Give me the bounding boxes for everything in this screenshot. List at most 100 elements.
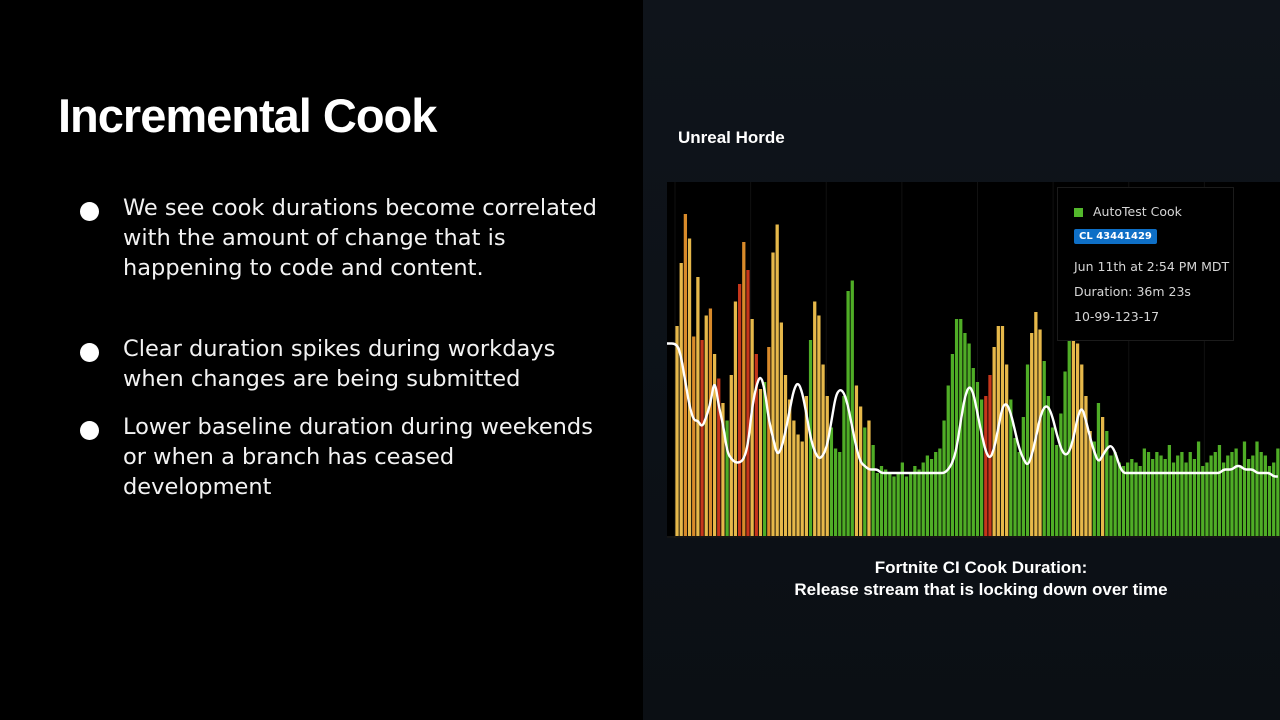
chart-bar[interactable]: [1075, 343, 1080, 537]
chart-bar[interactable]: [1184, 462, 1188, 537]
chart-bar[interactable]: [1213, 452, 1217, 536]
chart-bar[interactable]: [934, 452, 938, 536]
chart-bar[interactable]: [1009, 399, 1013, 537]
chart-bar[interactable]: [1267, 466, 1272, 536]
chart-bar[interactable]: [813, 301, 817, 537]
chart-bar[interactable]: [1038, 329, 1042, 537]
chart-bar[interactable]: [971, 368, 975, 536]
chart-bar[interactable]: [742, 242, 746, 536]
chart-bar[interactable]: [1067, 333, 1071, 536]
chart-bar[interactable]: [967, 343, 971, 537]
chart-bar[interactable]: [717, 378, 721, 537]
chart-bar[interactable]: [1171, 462, 1176, 537]
chart-bar[interactable]: [842, 396, 846, 536]
chart-bar[interactable]: [1234, 448, 1238, 537]
chart-bar[interactable]: [708, 308, 713, 537]
chart-bar[interactable]: [1042, 361, 1046, 536]
chart-bar[interactable]: [917, 469, 921, 537]
chart-bar[interactable]: [1096, 403, 1101, 536]
chart-bar[interactable]: [1138, 466, 1142, 536]
chart-bar[interactable]: [675, 326, 679, 536]
chart-bar[interactable]: [725, 420, 729, 537]
chart-bar[interactable]: [1092, 441, 1096, 537]
chart-bar[interactable]: [1205, 462, 1209, 537]
chart-bar[interactable]: [1272, 462, 1276, 537]
chart-bar[interactable]: [696, 277, 700, 536]
chart-bar[interactable]: [950, 354, 955, 536]
chart-bar[interactable]: [1151, 459, 1155, 536]
chart-bar[interactable]: [750, 319, 754, 536]
chart-bar[interactable]: [975, 382, 980, 536]
chart-bar[interactable]: [771, 252, 775, 537]
chart-bar[interactable]: [1247, 459, 1251, 536]
chart-bar[interactable]: [1034, 312, 1038, 536]
chart-bar[interactable]: [1121, 466, 1126, 536]
chart-bar[interactable]: [767, 347, 771, 536]
chart-bar[interactable]: [858, 406, 863, 537]
chart-bar[interactable]: [850, 280, 854, 537]
chart-bar[interactable]: [829, 427, 834, 537]
chart-bar[interactable]: [1005, 364, 1009, 537]
chart-bar[interactable]: [796, 434, 800, 537]
chart-bar[interactable]: [1025, 364, 1030, 537]
chart-bar[interactable]: [1142, 448, 1146, 537]
chart-bar[interactable]: [900, 462, 904, 537]
chart-bar[interactable]: [888, 473, 892, 536]
chart-bar[interactable]: [854, 385, 859, 537]
chart-bar[interactable]: [984, 396, 988, 536]
chart-bar[interactable]: [1192, 459, 1197, 536]
chart-bar[interactable]: [1013, 438, 1017, 536]
chart-bar[interactable]: [833, 448, 838, 537]
chart-bar[interactable]: [783, 375, 788, 536]
chart-bar[interactable]: [1238, 466, 1242, 536]
chart-bar[interactable]: [1100, 417, 1105, 536]
chart-bar[interactable]: [1088, 431, 1092, 536]
chart-bar[interactable]: [1055, 445, 1059, 536]
chart-bar[interactable]: [1176, 455, 1180, 537]
chart-bar[interactable]: [863, 427, 867, 537]
chart-bar[interactable]: [804, 396, 809, 536]
chart-bar[interactable]: [1030, 333, 1034, 536]
chart-bar[interactable]: [892, 476, 896, 537]
chart-bar[interactable]: [942, 420, 946, 537]
chart-bar[interactable]: [1130, 459, 1134, 536]
chart-bar[interactable]: [1201, 466, 1205, 536]
chart-bar[interactable]: [846, 291, 850, 536]
chart-bar[interactable]: [737, 284, 742, 536]
chart-bar[interactable]: [721, 403, 725, 536]
chart-bar[interactable]: [746, 270, 750, 536]
chart-bar[interactable]: [946, 385, 950, 537]
chart-bar[interactable]: [1196, 441, 1201, 537]
chart-bar[interactable]: [763, 382, 767, 536]
chart-bar[interactable]: [1255, 441, 1259, 537]
chart-bar[interactable]: [758, 389, 763, 536]
chart-bar[interactable]: [1163, 459, 1167, 536]
chart-bar[interactable]: [1188, 452, 1192, 536]
chart-bar[interactable]: [1146, 452, 1151, 536]
chart-bar[interactable]: [875, 473, 879, 536]
chart-bar[interactable]: [1230, 452, 1234, 536]
chart-bar[interactable]: [1021, 417, 1025, 536]
chart-bar[interactable]: [775, 224, 779, 537]
chart-bar[interactable]: [884, 469, 888, 537]
chart-bar[interactable]: [921, 462, 925, 537]
chart-bar[interactable]: [1117, 462, 1121, 537]
chart-bar[interactable]: [1084, 396, 1088, 536]
chart-bar[interactable]: [1263, 455, 1267, 537]
chart-bar[interactable]: [792, 420, 796, 537]
chart-bar[interactable]: [1217, 445, 1222, 536]
chart-bar[interactable]: [1226, 455, 1230, 537]
chart-bar[interactable]: [1259, 452, 1263, 536]
chart-bar[interactable]: [1242, 441, 1247, 537]
chart-bar[interactable]: [1276, 448, 1280, 537]
chart-bar[interactable]: [729, 375, 733, 536]
chart-bar[interactable]: [1046, 396, 1051, 536]
chart-bar[interactable]: [1209, 455, 1213, 537]
chart-bar[interactable]: [733, 301, 738, 537]
chart-bar[interactable]: [838, 452, 842, 536]
chart-bar[interactable]: [679, 263, 683, 536]
chart-bar[interactable]: [817, 315, 821, 537]
chart-bar[interactable]: [704, 315, 708, 537]
chart-bar[interactable]: [1109, 455, 1113, 537]
chart-bar[interactable]: [1134, 462, 1138, 537]
